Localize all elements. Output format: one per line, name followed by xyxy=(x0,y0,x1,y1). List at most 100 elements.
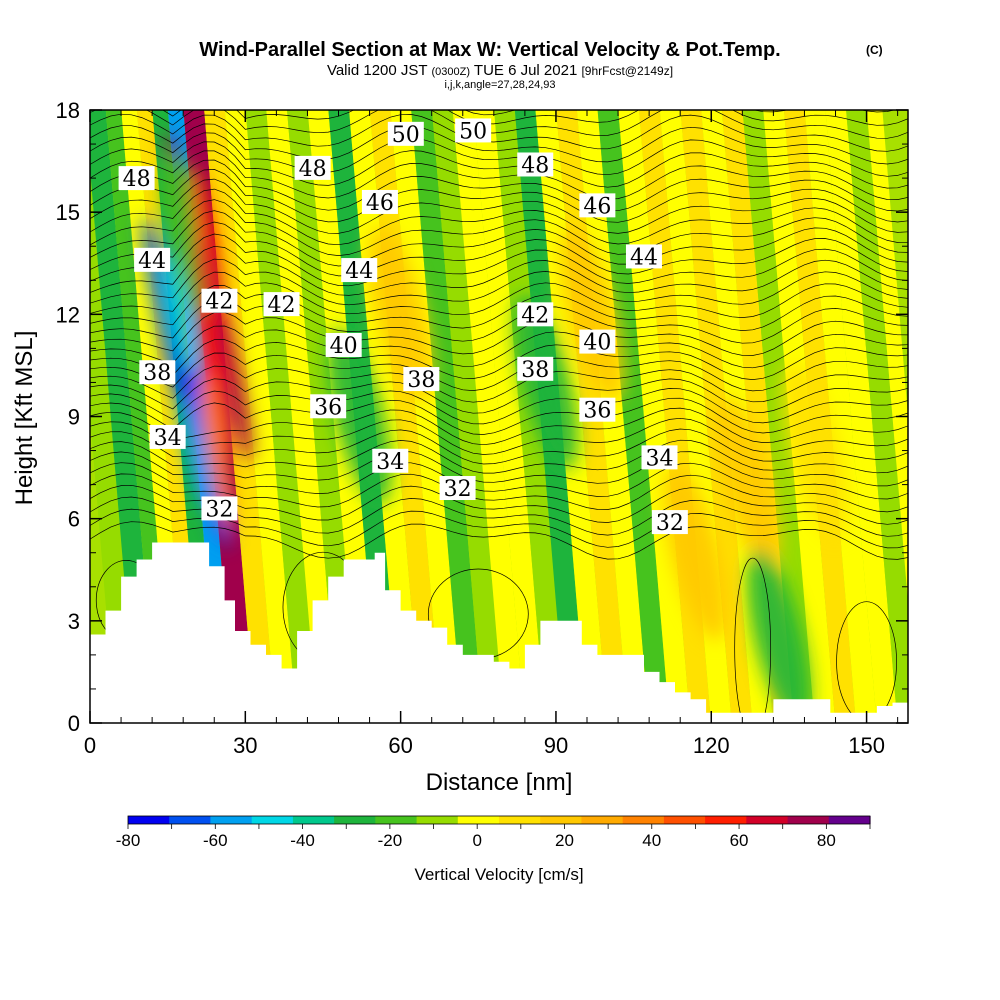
theta-label-text: 48 xyxy=(521,153,549,178)
subtitle-valid: Valid 1200 JST xyxy=(327,62,427,79)
colorbar-tick-label: 0 xyxy=(472,831,481,850)
theta-label: 44 xyxy=(625,244,662,270)
theta-contour xyxy=(90,388,908,425)
colorbar-tick-label: -60 xyxy=(203,831,228,850)
colorbar-segment xyxy=(416,816,459,824)
colorbar-frame xyxy=(127,815,871,825)
theta-label: 44 xyxy=(341,258,378,284)
w-band xyxy=(825,110,898,723)
theta-contour xyxy=(90,397,908,435)
theta-label: 38 xyxy=(403,367,440,393)
theta-contour xyxy=(90,271,908,318)
colorbar-segment xyxy=(499,816,541,824)
y-tick-label: 6 xyxy=(68,507,80,532)
colorbar-segment xyxy=(828,816,871,824)
colorbar-segment xyxy=(375,816,418,824)
theta-label: 48 xyxy=(294,155,331,182)
title-mark: (C) xyxy=(866,43,883,57)
theta-contour xyxy=(90,339,908,380)
theta-label: 50 xyxy=(455,118,492,144)
y-tick-label: 9 xyxy=(68,405,80,430)
theta-contour xyxy=(90,473,908,513)
theta-label-text: 42 xyxy=(521,303,549,328)
w-feature xyxy=(746,550,811,723)
colorbar-segment xyxy=(292,816,335,824)
w-band xyxy=(866,110,908,603)
y-tick-label: 0 xyxy=(68,711,80,736)
theta-label: 50 xyxy=(387,121,424,148)
theta-label: 42 xyxy=(263,292,300,318)
w-band xyxy=(411,110,484,723)
colorbar-segment xyxy=(210,816,253,824)
theta-label: 32 xyxy=(439,476,476,502)
downdraft-core xyxy=(163,255,193,374)
theta-contour xyxy=(90,462,908,500)
theta-label: 34 xyxy=(372,448,409,475)
theta-label: 34 xyxy=(149,424,186,451)
theta-contour xyxy=(90,110,908,139)
theta-label-text: 50 xyxy=(392,123,420,148)
theta-label-text: 34 xyxy=(154,426,182,451)
colorbar-tick-label: 80 xyxy=(817,831,836,850)
chart-subtitle-indices: i,j,k,angle=27,28,24,93 xyxy=(444,79,555,91)
theta-label-text: 42 xyxy=(205,290,233,315)
theta-label: 32 xyxy=(651,510,688,536)
theta-contour xyxy=(463,110,896,116)
theta-label-text: 48 xyxy=(299,157,327,182)
theta-label: 36 xyxy=(310,394,347,420)
theta-label: 32 xyxy=(201,496,238,522)
theta-contour xyxy=(90,258,908,306)
colorbar-tick-label: 40 xyxy=(642,831,661,850)
w-band xyxy=(266,110,339,723)
theta-label-text: 36 xyxy=(314,395,342,420)
w-feature xyxy=(368,226,433,402)
w-feature xyxy=(560,226,625,402)
theta-label-text: 42 xyxy=(268,293,296,318)
theta-contour-loop xyxy=(734,557,772,723)
theta-label-text: 48 xyxy=(123,167,151,192)
theta-label: 46 xyxy=(361,189,398,216)
theta-contour xyxy=(90,113,908,152)
theta-contour xyxy=(90,178,908,234)
theta-label-text: 32 xyxy=(656,511,684,536)
updraft-core xyxy=(195,235,229,394)
theta-label-text: 40 xyxy=(330,334,358,359)
colorbar-segment xyxy=(540,816,582,824)
w-feature xyxy=(782,363,847,539)
chart-title: Wind-Parallel Section at Max W: Vertical… xyxy=(199,39,780,61)
colorbar-segment xyxy=(251,816,294,824)
theta-contour xyxy=(90,93,908,105)
theta-label: 48 xyxy=(118,166,155,192)
theta-label: 42 xyxy=(201,288,238,315)
theta-contour xyxy=(90,233,908,287)
theta-contour-labels: 48 48 48 50 50 46 46 44 44 44 42 42 42 40 40 38 38 38 36 36… xyxy=(118,118,688,536)
y-axis-label: Height [Kft MSL] xyxy=(11,331,38,506)
y-tick-label: 15 xyxy=(56,200,80,225)
y-tick-label: 12 xyxy=(56,302,80,327)
colorbar-segment xyxy=(787,816,830,824)
colorbar-segment xyxy=(746,816,789,824)
w-band xyxy=(452,110,525,723)
theta-label-text: 44 xyxy=(345,259,373,284)
colorbar-segment xyxy=(457,816,500,824)
y-axis: 0 36 9 12 15 18 xyxy=(56,98,908,736)
x-tick-label: 0 xyxy=(84,733,96,758)
theta-contour xyxy=(90,312,908,356)
theta-contour xyxy=(90,378,908,414)
y-tick-label: 18 xyxy=(56,98,80,123)
theta-contour xyxy=(90,123,908,165)
theta-label: 42 xyxy=(517,302,554,328)
x-tick-label: 120 xyxy=(693,733,730,758)
velocity-blobs xyxy=(142,132,847,723)
colorbar-tick-label: 20 xyxy=(555,831,574,850)
x-tick-label: 150 xyxy=(848,733,885,758)
w-band xyxy=(224,110,297,723)
theta-label: 40 xyxy=(579,329,616,356)
colorbar-segment xyxy=(705,816,747,824)
colorbar-tick-label: -80 xyxy=(116,831,141,850)
colorbar: -80 -60 -40 -20 0 20 40 60 80 xyxy=(116,815,871,850)
theta-label: 38 xyxy=(517,356,554,383)
theta-contour xyxy=(90,93,908,96)
colorbar-tick-label: -40 xyxy=(290,831,315,850)
theta-label-text: 46 xyxy=(366,191,394,216)
